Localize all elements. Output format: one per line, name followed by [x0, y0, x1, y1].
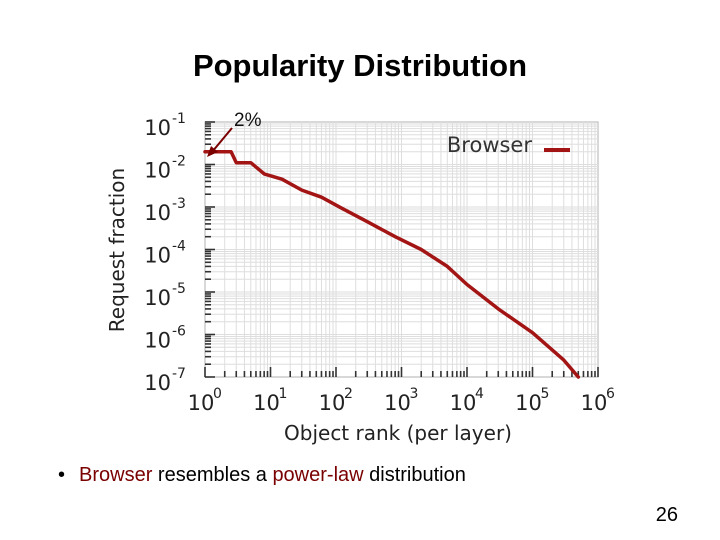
bullet-marker: •	[58, 464, 66, 486]
x-tick-exponent: 1	[279, 386, 288, 402]
y-tick-labels: 10-110-210-310-410-510-610-7	[144, 111, 186, 395]
y-tick-exponent: -2	[172, 154, 186, 170]
bullet-point: • Browser resembles a power-law distribut…	[58, 464, 466, 487]
annotation-arrowhead	[207, 146, 218, 157]
x-tick-labels: 100 101 102 103 104 105 106	[188, 386, 615, 415]
series-line-browser	[203, 149, 581, 379]
y-tick-exponent: -3	[172, 196, 186, 212]
series-layer	[203, 149, 581, 379]
y-tick-label: 10	[144, 244, 171, 268]
page-number: 26	[655, 504, 678, 526]
x-tick-label: 10	[253, 391, 280, 415]
annotation: 2%	[207, 110, 262, 157]
y-tick-exponent: -1	[172, 111, 186, 127]
bullet-text-end: distribution	[363, 464, 466, 486]
y-tick-label: 10	[144, 371, 171, 395]
x-tick-label: 10	[581, 391, 608, 415]
y-tick-label: 10	[144, 201, 171, 225]
y-tick-exponent: -5	[172, 281, 186, 297]
x-tick-label: 10	[515, 391, 542, 415]
x-tick-exponent: 3	[410, 386, 419, 402]
y-tick-exponent: -7	[172, 366, 186, 382]
y-axis-label: Request fraction	[105, 168, 129, 332]
y-tick-label: 10	[144, 116, 171, 140]
annotation-label: 2%	[234, 110, 262, 131]
x-tick-exponent: 4	[475, 386, 484, 402]
y-tick-exponent: -4	[172, 239, 186, 255]
x-tick-exponent: 6	[606, 386, 615, 402]
y-tick-label: 10	[144, 286, 171, 310]
y-tick-exponent: -6	[172, 324, 186, 340]
x-tick-label: 10	[450, 391, 477, 415]
x-axis-label: Object rank (per layer)	[284, 421, 512, 445]
x-tick-exponent: 2	[344, 386, 353, 402]
annotation-arrow	[211, 127, 233, 153]
x-tick-label: 10	[319, 391, 346, 415]
legend-label: Browser	[447, 133, 532, 157]
x-tick-exponent: 5	[541, 386, 550, 402]
x-tick-exponent: 0	[213, 386, 222, 402]
y-tick-label: 10	[144, 329, 171, 353]
y-tick-label: 10	[144, 159, 171, 183]
chart: 100 101 102 103 104 105 106 10-110-210-310-410…	[105, 110, 615, 445]
bullet-text: resembles a	[152, 464, 273, 486]
legend: Browser	[447, 133, 570, 157]
grid	[205, 122, 598, 377]
x-tick-label: 10	[188, 391, 215, 415]
bullet-highlight-browser: Browser	[79, 464, 153, 486]
x-tick-label: 10	[384, 391, 411, 415]
slide-title: Popularity Distribution	[192, 48, 528, 83]
bullet-highlight-powerlaw: power-law	[272, 464, 364, 486]
minor-ticks	[204, 121, 599, 378]
